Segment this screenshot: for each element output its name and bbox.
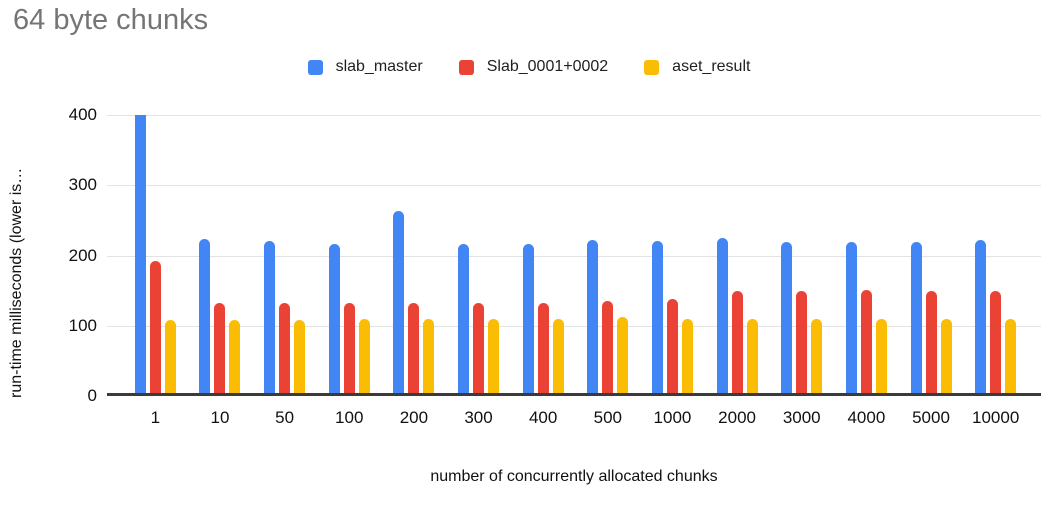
plot-area [107, 115, 1041, 396]
gridline-300 [107, 185, 1041, 187]
x-tick-label-1: 1 [150, 408, 161, 427]
bar-slab_master-100 [328, 243, 340, 396]
x-tick-label-10: 10 [210, 408, 230, 427]
y-axis-tick-labels: 0 100 200 300 400 [0, 106, 97, 405]
x-tick-label-5000: 5000 [912, 408, 950, 427]
bar-aset_result-1000 [681, 318, 693, 396]
bar-slab_master-5000 [910, 242, 922, 396]
legend-label: aset_result [672, 58, 751, 75]
legend-label: Slab_0001+0002 [486, 58, 609, 75]
bar-slab_master-1000 [651, 241, 663, 396]
bar-aset_result-200 [423, 318, 435, 396]
legend-item-aset_result: aset_result [644, 58, 750, 76]
bar-group-300 [446, 115, 511, 396]
legend-item-Slab_0001+0002: Slab_0001+0002 [458, 58, 609, 76]
bar-aset_result-1 [164, 320, 176, 396]
bar-group-1000 [640, 115, 705, 396]
bar-slab_master-3000 [781, 242, 793, 396]
gridline-200 [107, 255, 1041, 257]
y-tick-label-100: 100 [68, 315, 97, 335]
bar-group-100 [317, 115, 382, 396]
bar-series-container [107, 115, 1041, 396]
bar-aset_result-4000 [875, 318, 887, 396]
bar-aset_result-500 [617, 317, 629, 396]
bar-group-200 [382, 115, 447, 396]
legend-item-slab_master: slab_master [307, 58, 423, 76]
chart-legend: slab_master Slab_0001+0002 aset_result [0, 58, 1058, 76]
x-axis-tick-labels: 1 10 50 100 200 300 400 500 1000 2000 3000 4000 5000… [107, 408, 1041, 428]
chart-title: 64 byte chunks [13, 4, 209, 36]
bar-slab_master-4000 [845, 242, 857, 396]
bar-Slab_0001+0002-2000 [731, 290, 743, 396]
bar-Slab_0001+0002-100 [343, 303, 355, 396]
y-tick-label-200: 200 [68, 245, 97, 265]
x-tick-label-2000: 2000 [718, 408, 756, 427]
y-tick-label-0: 0 [87, 386, 97, 405]
x-axis-baseline [107, 393, 1041, 396]
x-tick-label-400: 400 [528, 408, 558, 427]
bar-Slab_0001+0002-1000 [666, 299, 678, 396]
bar-group-5000 [899, 115, 964, 396]
bar-group-3000 [769, 115, 834, 396]
bar-group-400 [511, 115, 576, 396]
bar-group-1 [123, 115, 188, 396]
bar-aset_result-3000 [811, 318, 823, 396]
x-tick-label-3000: 3000 [782, 408, 821, 427]
bar-Slab_0001+0002-3000 [796, 290, 808, 396]
x-tick-label-10000: 10000 [972, 408, 1020, 427]
bar-group-4000 [834, 115, 899, 396]
bar-slab_master-200 [393, 211, 405, 396]
bar-aset_result-50 [294, 320, 306, 396]
bar-Slab_0001+0002-200 [408, 303, 420, 396]
gridline-100 [107, 325, 1041, 327]
x-tick-label-100: 100 [335, 408, 364, 427]
legend-label: slab_master [335, 58, 423, 75]
bar-group-10000 [963, 115, 1028, 396]
legend-swatch-slab_master [307, 59, 323, 75]
bar-Slab_0001+0002-50 [279, 303, 291, 396]
bar-aset_result-5000 [940, 318, 952, 396]
bar-Slab_0001+0002-10000 [990, 290, 1002, 396]
bar-slab_master-1 [134, 115, 146, 396]
x-tick-label-4000: 4000 [847, 408, 886, 427]
x-tick-label-200: 200 [399, 408, 429, 427]
bar-slab_master-2000 [716, 237, 728, 396]
bar-Slab_0001+0002-300 [473, 303, 485, 396]
legend-swatch-Slab_0001+0002 [458, 59, 474, 75]
bar-group-500 [575, 115, 640, 396]
bar-Slab_0001+0002-5000 [925, 290, 937, 396]
bar-aset_result-100 [358, 318, 370, 396]
bar-group-10 [188, 115, 253, 396]
y-tick-label-400: 400 [68, 105, 97, 124]
bar-slab_master-10000 [975, 240, 987, 396]
bar-aset_result-10000 [1005, 318, 1017, 396]
bar-slab_master-50 [264, 241, 276, 396]
y-tick-label-300: 300 [68, 175, 97, 195]
bar-aset_result-2000 [746, 318, 758, 396]
x-tick-label-500: 500 [593, 408, 622, 427]
bar-aset_result-10 [229, 320, 241, 396]
x-axis-title: number of concurrently allocated chunks [430, 468, 718, 485]
bar-Slab_0001+0002-4000 [860, 289, 872, 396]
bar-Slab_0001+0002-1 [149, 261, 161, 396]
x-tick-label-300: 300 [464, 408, 493, 427]
bar-slab_master-500 [587, 240, 599, 396]
bar-group-50 [252, 115, 317, 396]
x-tick-label-1000: 1000 [653, 408, 692, 427]
gridline-400 [107, 115, 1041, 116]
bar-slab_master-400 [522, 244, 534, 396]
bar-aset_result-400 [552, 318, 564, 396]
legend-swatch-aset_result [644, 59, 660, 75]
bar-slab_master-10 [199, 238, 211, 396]
bar-aset_result-300 [488, 318, 500, 396]
bar-Slab_0001+0002-500 [602, 301, 614, 396]
x-tick-label-50: 50 [275, 408, 295, 427]
bar-slab_master-300 [458, 244, 470, 396]
bar-Slab_0001+0002-400 [537, 302, 549, 396]
bar-Slab_0001+0002-10 [214, 302, 226, 396]
bar-group-2000 [705, 115, 770, 396]
